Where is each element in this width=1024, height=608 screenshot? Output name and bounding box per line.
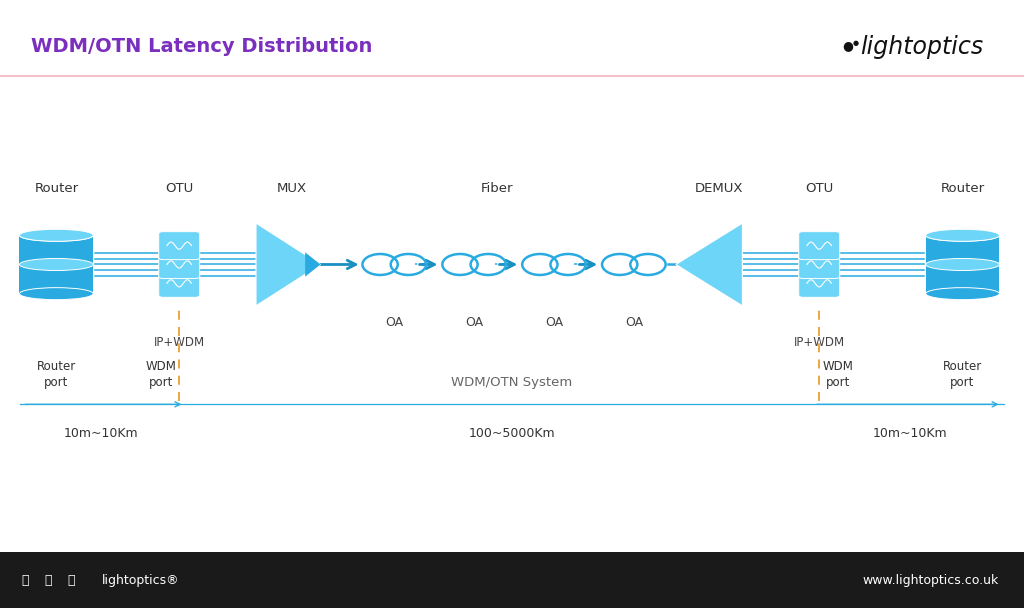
Text: ⓘ: ⓘ	[44, 573, 52, 587]
Text: MUX: MUX	[276, 182, 307, 195]
Ellipse shape	[926, 288, 999, 300]
Text: OTU: OTU	[805, 182, 834, 195]
Text: OA: OA	[625, 316, 643, 329]
Text: www.lightoptics.co.uk: www.lightoptics.co.uk	[862, 573, 998, 587]
Text: 10m~10Km: 10m~10Km	[63, 427, 138, 440]
Ellipse shape	[926, 229, 999, 241]
Ellipse shape	[19, 229, 93, 241]
FancyBboxPatch shape	[799, 269, 840, 297]
Text: OTU: OTU	[165, 182, 194, 195]
FancyBboxPatch shape	[159, 232, 200, 260]
Text: WDM
port: WDM port	[145, 360, 176, 389]
Ellipse shape	[926, 258, 999, 271]
Text: WDM/OTN Latency Distribution: WDM/OTN Latency Distribution	[31, 37, 372, 57]
Text: Router: Router	[34, 182, 79, 195]
Text: lightoptics®: lightoptics®	[101, 573, 179, 587]
Text: IP+WDM: IP+WDM	[154, 336, 205, 349]
Text: ⓣ: ⓣ	[67, 573, 75, 587]
Bar	[0, 552, 1024, 608]
FancyBboxPatch shape	[799, 250, 840, 278]
Text: ⓕ: ⓕ	[22, 573, 30, 587]
Text: ●: ●	[853, 40, 859, 46]
Text: OA: OA	[465, 316, 483, 329]
FancyBboxPatch shape	[799, 232, 840, 260]
Ellipse shape	[19, 288, 93, 300]
Ellipse shape	[926, 229, 999, 241]
Text: 100~5000Km: 100~5000Km	[469, 427, 555, 440]
Bar	[926, 235, 999, 294]
Text: DEMUX: DEMUX	[695, 182, 743, 195]
Ellipse shape	[19, 229, 93, 241]
Text: IP+WDM: IP+WDM	[794, 336, 845, 349]
FancyBboxPatch shape	[159, 269, 200, 297]
FancyBboxPatch shape	[159, 250, 200, 278]
Text: OA: OA	[545, 316, 563, 329]
Text: ●: ●	[843, 39, 854, 52]
Text: 10m~10Km: 10m~10Km	[873, 427, 947, 440]
Polygon shape	[305, 252, 321, 277]
Polygon shape	[676, 223, 742, 306]
Text: Fiber: Fiber	[480, 182, 513, 195]
Text: Router
port: Router port	[37, 360, 76, 389]
Bar	[19, 235, 93, 294]
Text: lightoptics: lightoptics	[860, 35, 983, 59]
Text: WDM/OTN System: WDM/OTN System	[452, 376, 572, 389]
Text: Router: Router	[940, 182, 985, 195]
Ellipse shape	[19, 258, 93, 271]
Text: OA: OA	[385, 316, 403, 329]
Polygon shape	[256, 223, 321, 306]
Text: WDM
port: WDM port	[822, 360, 853, 389]
Text: Router
port: Router port	[943, 360, 982, 389]
